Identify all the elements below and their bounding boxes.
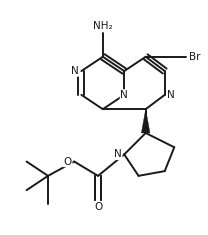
Text: N: N [120,90,128,100]
Polygon shape [141,109,150,133]
Text: O: O [94,202,102,212]
Text: O: O [64,157,72,167]
Text: N: N [167,90,175,100]
Text: N: N [114,149,122,159]
Text: N: N [71,66,79,76]
Text: NH₂: NH₂ [93,21,113,31]
Text: Br: Br [188,52,200,62]
